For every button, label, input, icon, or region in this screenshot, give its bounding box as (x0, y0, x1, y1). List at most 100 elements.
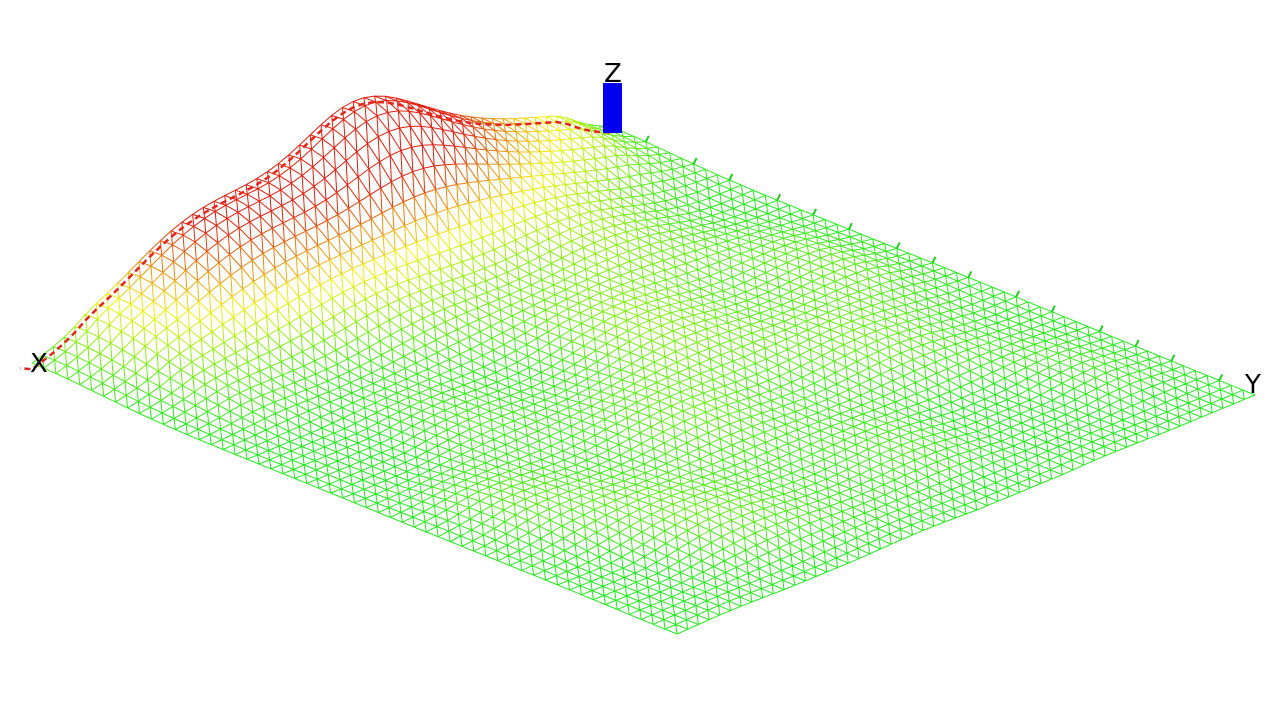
mesh-edge (913, 365, 925, 372)
mesh-edge (558, 325, 561, 337)
mesh-edge (733, 286, 736, 296)
mesh-edge (437, 234, 440, 254)
mesh-edge (507, 283, 511, 295)
mesh-edge (741, 346, 745, 358)
mesh-edge (1033, 344, 1036, 354)
mesh-edge (1042, 324, 1045, 334)
mesh-edge (452, 279, 465, 290)
mesh-edge (593, 238, 605, 244)
mesh-edge (1080, 354, 1083, 363)
mesh-edge (670, 405, 684, 412)
mesh-edge (845, 366, 859, 374)
mesh-edge (697, 269, 710, 277)
mesh-edge (1066, 423, 1069, 434)
mesh-edge (1142, 396, 1154, 402)
mesh-edge (630, 270, 644, 278)
mesh-edge (1043, 332, 1056, 338)
mesh-edge (853, 422, 865, 428)
mesh-edge (968, 359, 981, 367)
mesh-edge (1007, 482, 1019, 488)
mesh-edge (1034, 436, 1047, 443)
mesh-edge (853, 426, 866, 432)
mesh-edge (356, 151, 359, 177)
mesh-edge (887, 255, 899, 259)
mesh-edge (670, 239, 674, 248)
mesh-edge (384, 250, 396, 256)
mesh-edge (610, 288, 613, 298)
mesh-edge (758, 300, 770, 306)
mesh-edge (682, 410, 685, 422)
mesh-edge (613, 225, 627, 233)
mesh-edge (669, 152, 682, 159)
mesh-edge (1052, 394, 1064, 401)
mesh-edge (917, 403, 930, 411)
mesh-edge (774, 427, 788, 435)
mesh-edge (646, 147, 660, 155)
mesh-edge (849, 399, 852, 410)
mesh-edge (785, 249, 797, 255)
mesh-edge (1009, 418, 1012, 428)
mesh-edge (1062, 388, 1075, 395)
mesh-edge (997, 412, 1010, 419)
mesh-edge (436, 212, 439, 235)
mesh-edge (939, 313, 953, 320)
mesh-edge (1079, 437, 1082, 447)
mesh-edge (1135, 429, 1147, 435)
mesh-edge (829, 320, 842, 326)
mesh-edge (911, 348, 914, 360)
mesh-edge (1108, 393, 1121, 401)
mesh-edge (554, 185, 567, 196)
mesh-edge (884, 401, 896, 407)
mesh-edge (702, 392, 716, 400)
mesh-edge (389, 155, 392, 182)
mesh-edge (836, 223, 850, 230)
mesh-edge (782, 405, 796, 413)
mesh-edge (958, 289, 961, 299)
mesh-edge (903, 464, 906, 476)
mesh-edge (764, 257, 776, 264)
mesh-edge (970, 294, 983, 301)
mesh-edge (984, 394, 996, 400)
mesh-edge (980, 361, 992, 367)
mesh-edge (1043, 423, 1046, 433)
mesh-edge (1027, 377, 1040, 385)
mesh-edge (619, 352, 631, 360)
mesh-edge (992, 286, 1005, 293)
mesh-edge (950, 310, 963, 317)
mesh-edge (988, 342, 1002, 349)
mesh-edge (970, 459, 983, 468)
mesh-edge (1070, 367, 1074, 378)
mesh-edge (540, 263, 552, 270)
mesh-edge (409, 126, 413, 148)
mesh-edge (499, 179, 502, 196)
mesh-edge (599, 200, 612, 209)
mesh-edge (970, 456, 982, 461)
mesh-edge (299, 134, 311, 146)
mesh-edge (559, 139, 562, 151)
mesh-edge (893, 391, 907, 399)
mesh-edge (751, 426, 754, 437)
mesh-edge (895, 485, 907, 491)
mesh-edge (998, 422, 1011, 428)
mesh-edge (1091, 441, 1094, 452)
mesh-edge (741, 262, 754, 269)
mesh-edge (1063, 405, 1067, 415)
mesh-edge (792, 225, 804, 230)
mesh-edge (563, 172, 577, 184)
mesh-edge (699, 210, 712, 217)
mesh-edge (875, 250, 887, 254)
mesh-edge (477, 303, 489, 309)
mesh-edge (967, 349, 970, 360)
mesh-edge (562, 161, 565, 174)
mesh-edge (989, 351, 992, 362)
mesh-edge (397, 100, 408, 104)
mesh-edge (753, 352, 756, 364)
mesh-edge (955, 272, 959, 282)
mesh-edge (900, 268, 912, 272)
mesh-edge (748, 234, 751, 242)
mesh-edge (964, 332, 967, 341)
mesh-edge (630, 346, 642, 354)
mesh-edge (826, 227, 839, 233)
